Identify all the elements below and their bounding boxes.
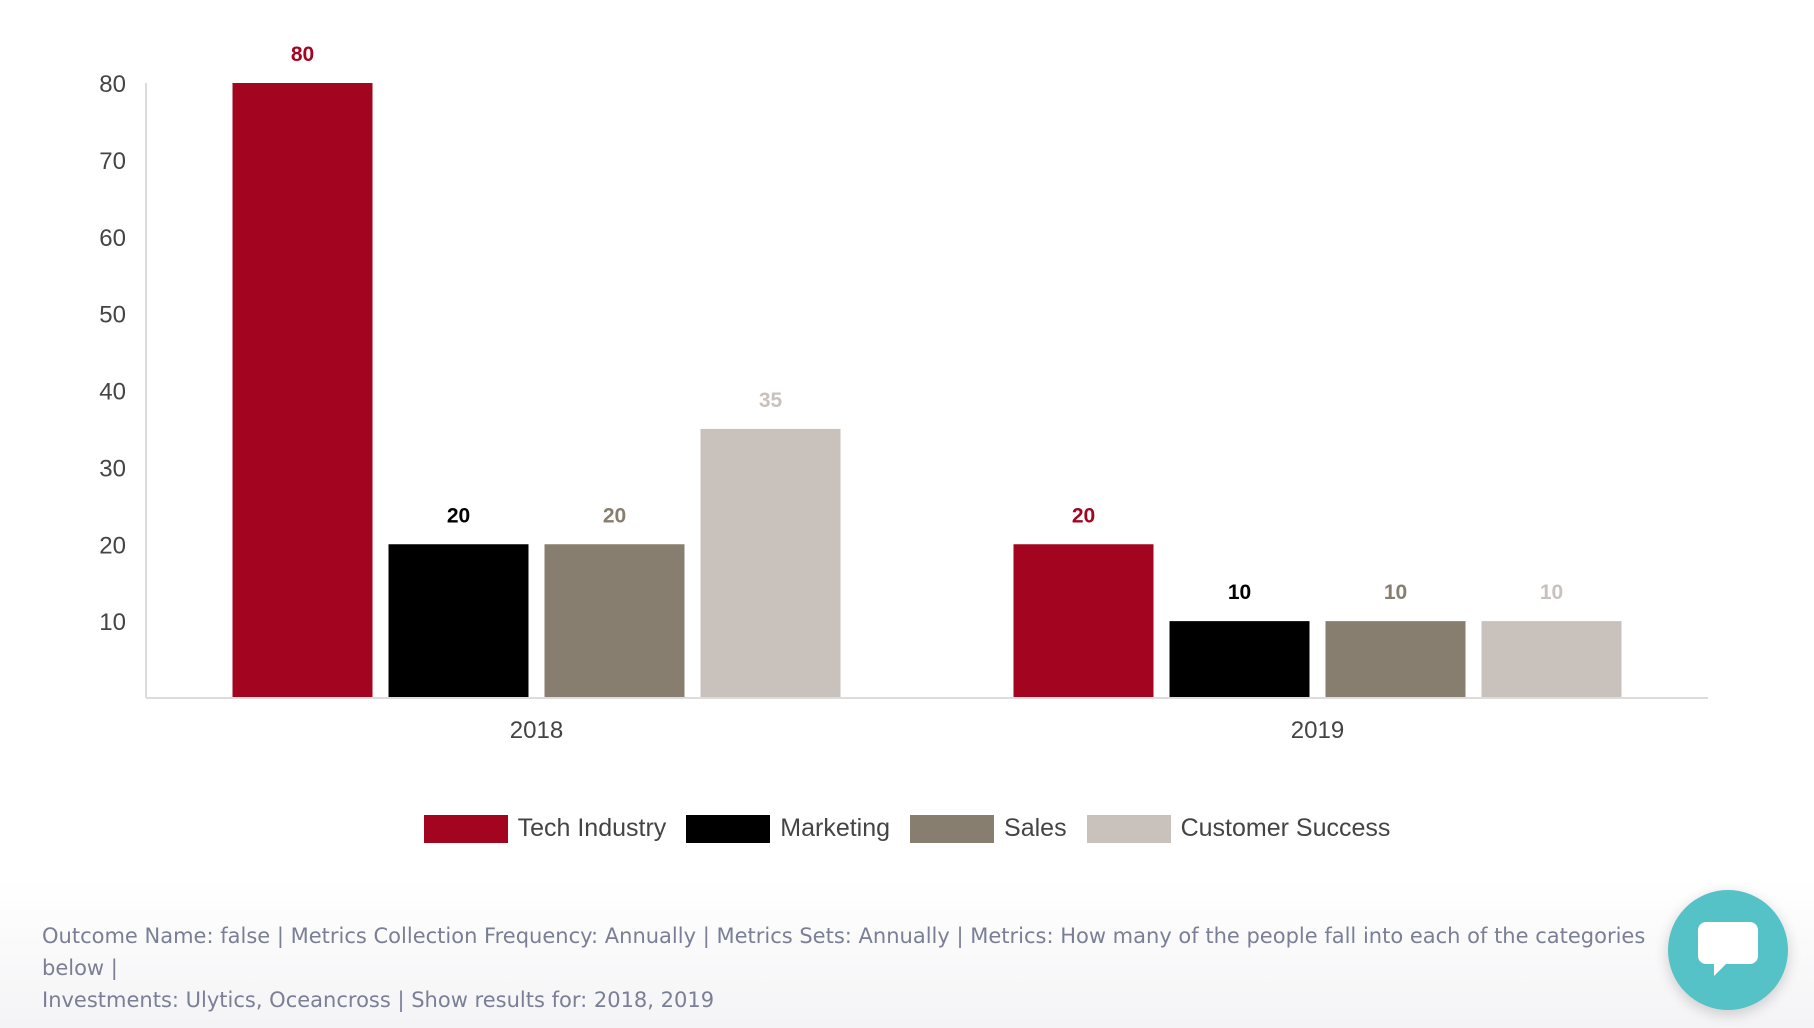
data-label: 80 bbox=[291, 43, 314, 66]
bar-tech-industry-2018[interactable] bbox=[232, 83, 373, 698]
bar-marketing-2018[interactable] bbox=[388, 544, 529, 698]
x-axis: 2018 2019 bbox=[510, 717, 1344, 744]
y-tick-label: 80 bbox=[99, 71, 126, 98]
legend-label: Sales bbox=[1004, 814, 1067, 842]
legend-label: Marketing bbox=[780, 814, 891, 842]
bar-sales-2019[interactable] bbox=[1325, 621, 1466, 698]
y-tick-label: 10 bbox=[99, 609, 126, 636]
x-tick-label: 2019 bbox=[1291, 717, 1344, 744]
y-tick-label: 50 bbox=[99, 302, 126, 329]
legend-swatch bbox=[910, 814, 995, 843]
filter-summary-line-2: Investments: Ulytics, Oceancross | Show … bbox=[42, 988, 715, 1012]
y-tick-label: 20 bbox=[99, 532, 126, 559]
bar-marketing-2019[interactable] bbox=[1169, 621, 1310, 698]
data-label: 20 bbox=[447, 504, 470, 527]
bar-customer-success-2018[interactable] bbox=[700, 428, 841, 698]
legend: Tech Industry Marketing Sales Customer Succ… bbox=[0, 814, 1814, 843]
bars-group: 80 20 20 35 20 10 10 10 bbox=[232, 43, 1622, 698]
bar-customer-success-2019[interactable] bbox=[1481, 621, 1622, 698]
data-label: 20 bbox=[603, 504, 626, 527]
data-label: 35 bbox=[759, 389, 783, 412]
data-label: 10 bbox=[1540, 581, 1563, 604]
legend-label: Tech Industry bbox=[517, 814, 667, 842]
y-tick-label: 70 bbox=[99, 148, 126, 175]
legend-item-sales[interactable]: Sales bbox=[910, 814, 1067, 843]
legend-swatch bbox=[423, 814, 508, 843]
legend-swatch bbox=[686, 814, 771, 843]
legend-swatch bbox=[1086, 814, 1171, 843]
data-label: 10 bbox=[1228, 581, 1251, 604]
chat-bubble-icon bbox=[1698, 922, 1758, 976]
legend-label: Customer Success bbox=[1180, 814, 1391, 842]
bar-sales-2018[interactable] bbox=[544, 544, 685, 698]
legend-item-tech-industry[interactable]: Tech Industry bbox=[423, 814, 667, 843]
chat-button[interactable] bbox=[1668, 890, 1788, 1010]
data-label: 20 bbox=[1072, 504, 1095, 527]
filter-summary-line-1: Outcome Name: false | Metrics Collection… bbox=[42, 924, 1646, 980]
y-tick-label: 30 bbox=[99, 455, 126, 482]
footer-background bbox=[0, 878, 1814, 1028]
y-tick-label: 40 bbox=[99, 379, 126, 406]
legend-item-customer-success[interactable]: Customer Success bbox=[1086, 814, 1391, 843]
data-label: 10 bbox=[1384, 581, 1407, 604]
legend-item-marketing[interactable]: Marketing bbox=[686, 814, 890, 843]
bar-tech-industry-2019[interactable] bbox=[1013, 544, 1154, 698]
filter-summary: Outcome Name: false | Metrics Collection… bbox=[42, 920, 1662, 1016]
y-axis: 10 20 30 40 50 60 70 80 bbox=[99, 71, 126, 636]
y-tick-label: 60 bbox=[99, 225, 126, 252]
x-tick-label: 2018 bbox=[510, 717, 563, 744]
